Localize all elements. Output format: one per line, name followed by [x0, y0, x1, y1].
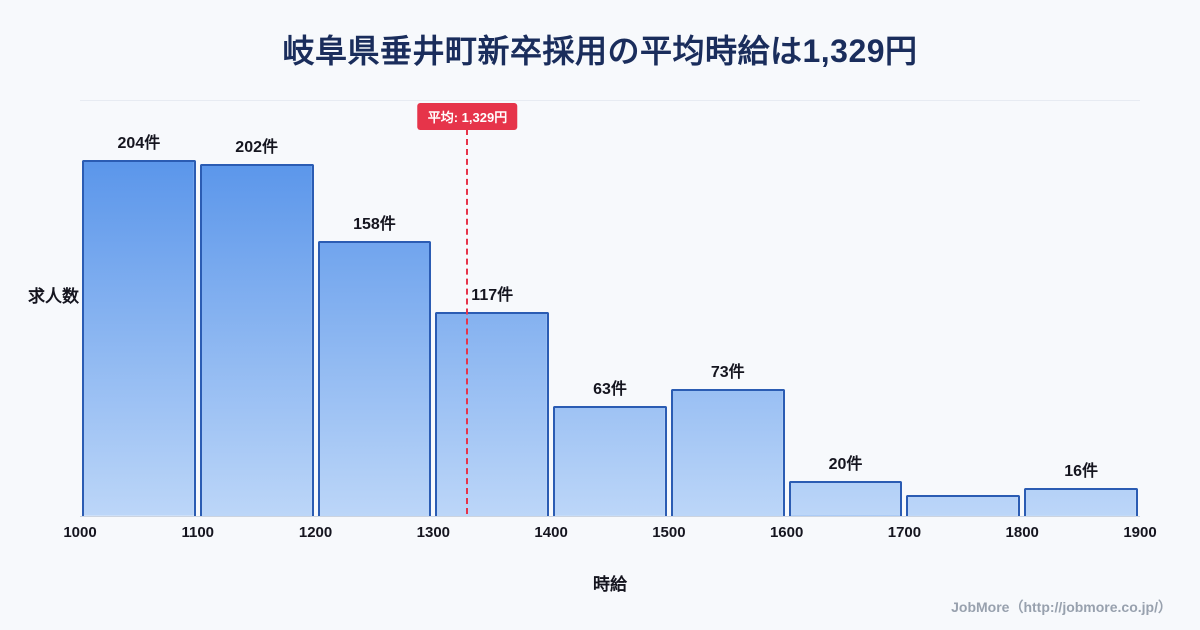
y-axis-label: 求人数 [28, 287, 79, 306]
bar-value-label: 73件 [710, 363, 745, 381]
x-axis-tick: 1300 [416, 524, 451, 541]
histogram-bar [199, 163, 314, 516]
bar-value-label: 158件 [353, 215, 396, 233]
chart-title: 岐阜県垂井町新卒採用の平均時給は1,329円 [282, 33, 918, 69]
histogram-bar [317, 240, 432, 516]
bar-value-label: 63件 [593, 381, 627, 399]
bar-value-label: 16件 [1064, 463, 1098, 481]
histogram-plot-area: 204件 202件 158件 117件 63件 73件 20件 16件 1000 1100 1200… [63, 100, 1157, 541]
x-axis-tick: 1000 [63, 524, 97, 541]
mean-line [466, 129, 469, 514]
x-axis-tick: 1800 [1005, 524, 1039, 541]
histogram-bar [1024, 488, 1138, 516]
x-axis-tick: 1900 [1123, 524, 1157, 541]
bar-value-label: 117件 [471, 287, 514, 304]
x-axis-label: 時給 [593, 575, 627, 594]
x-axis-tick: 1100 [181, 524, 215, 541]
histogram-bar [553, 406, 667, 516]
histogram-bar [906, 495, 1021, 516]
x-axis-tick: 1400 [534, 524, 568, 541]
histogram-bar [435, 312, 550, 516]
x-axis-tick: 1700 [887, 524, 922, 541]
mean-value-badge: 平均: 1,329円 [417, 103, 518, 130]
histogram-bar [670, 388, 785, 516]
histogram-bar [788, 481, 903, 516]
x-axis-tick: 1500 [652, 524, 686, 541]
footer-credit: JobMore（http://jobmore.co.jp/） [951, 599, 1172, 615]
x-axis-tick: 1200 [298, 524, 333, 541]
x-axis-tick: 1600 [769, 524, 804, 541]
bar-value-label: 20件 [828, 456, 863, 474]
bar-value-label: 204件 [117, 135, 161, 153]
histogram-bar [82, 160, 196, 516]
bar-value-label: 202件 [235, 138, 278, 156]
